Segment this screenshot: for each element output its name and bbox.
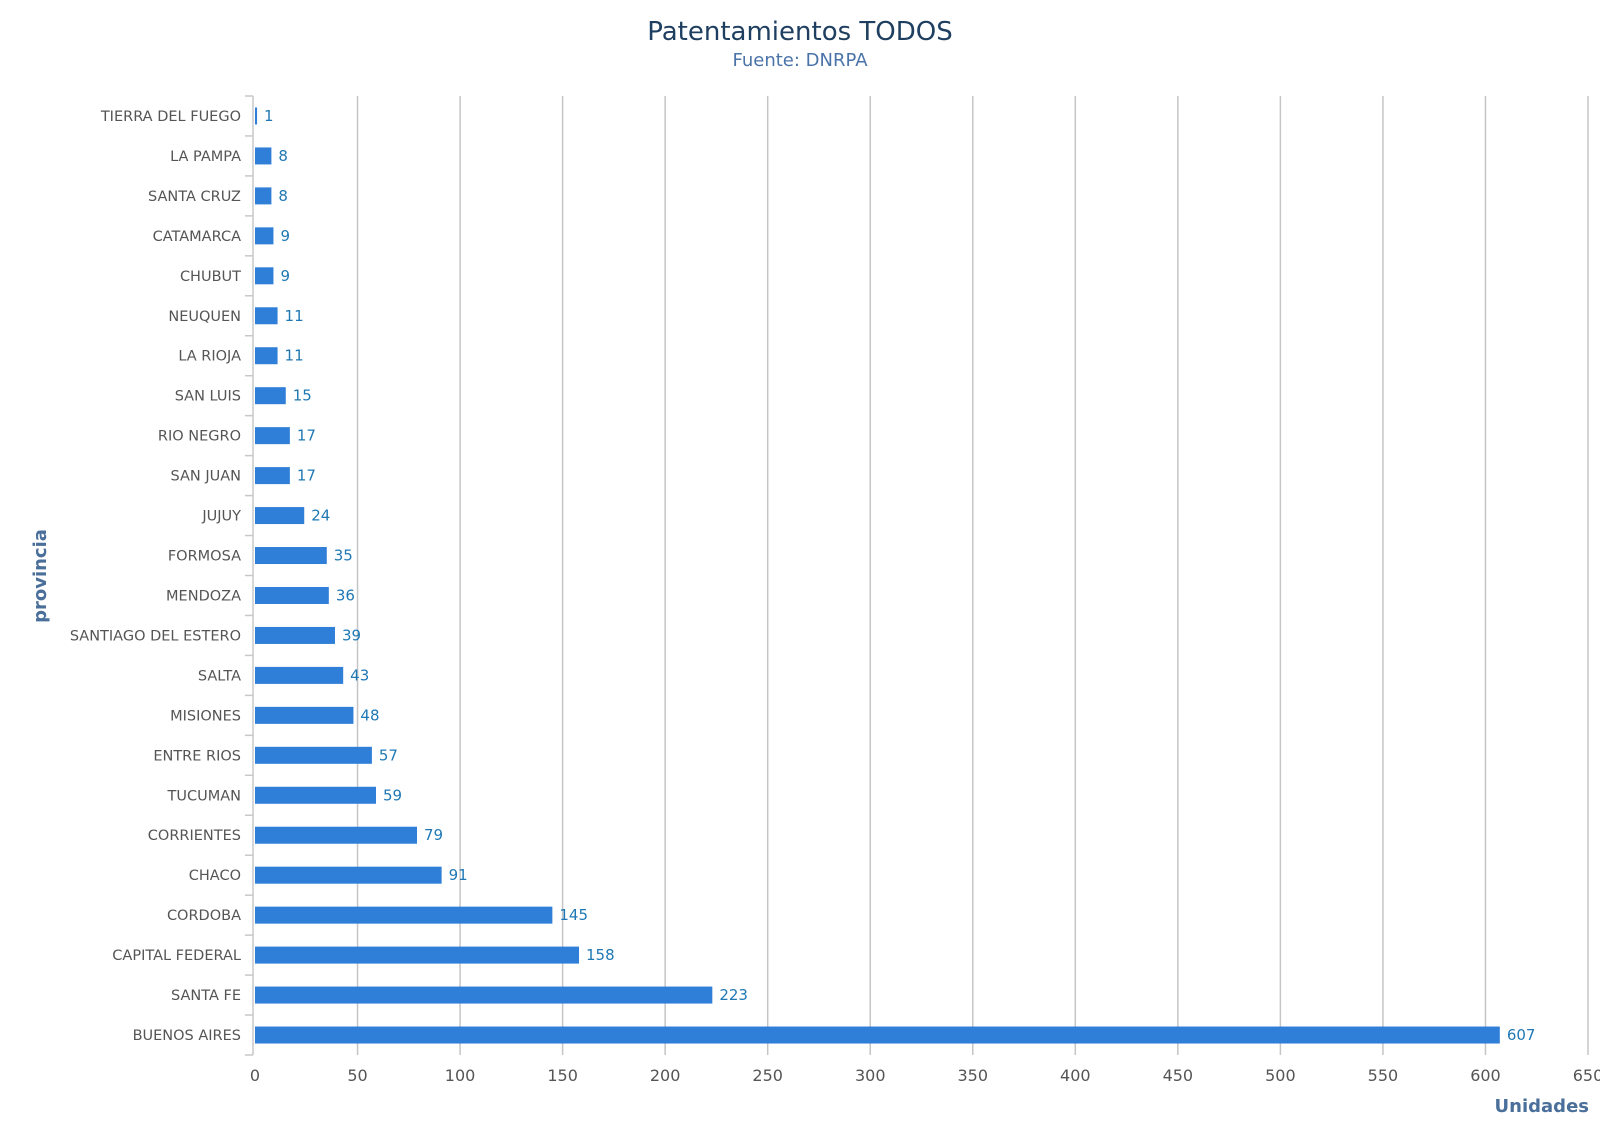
bar — [255, 826, 418, 844]
x-tick-label: 200 — [650, 1066, 681, 1085]
data-label: 59 — [383, 786, 402, 804]
x-tick-label: 550 — [1368, 1066, 1399, 1085]
category-label: NEUQUEN — [168, 309, 241, 325]
bar — [255, 626, 335, 644]
x-tick-label: 400 — [1060, 1066, 1091, 1085]
x-tick-label: 0 — [250, 1066, 260, 1085]
x-tick-label: 450 — [1163, 1066, 1194, 1085]
data-labels: 1 8 8 9 9 11 11 15 17 17 24 35 36 39 43 48 57 59 79 91 145 15… — [264, 107, 1535, 1044]
bar — [255, 946, 580, 964]
bar — [255, 666, 344, 684]
data-label: 11 — [285, 347, 304, 365]
category-label: CORDOBA — [167, 908, 241, 924]
data-label: 39 — [342, 626, 361, 644]
category-label: CHUBUT — [180, 269, 241, 285]
data-label: 11 — [285, 307, 304, 325]
category-label: CATAMARCA — [153, 229, 241, 245]
x-tick-label: 50 — [347, 1066, 367, 1085]
category-label: FORMOSA — [168, 549, 241, 565]
data-label: 9 — [280, 227, 290, 245]
x-axis-title: Unidades — [1495, 1096, 1589, 1117]
bar — [255, 147, 272, 165]
bar — [255, 547, 327, 565]
data-label: 43 — [350, 666, 369, 684]
x-tick-label: 100 — [445, 1066, 476, 1085]
bar — [255, 467, 290, 485]
bars — [255, 107, 1500, 1044]
data-label: 145 — [559, 906, 588, 924]
data-label: 15 — [293, 387, 312, 405]
data-label: 24 — [311, 507, 330, 525]
bar — [255, 746, 372, 764]
bar — [255, 706, 354, 724]
bar — [255, 227, 274, 245]
data-label: 79 — [424, 826, 443, 844]
chart-title: Patentamientos TODOS — [647, 17, 953, 47]
chart-subtitle: Fuente: DNRPA — [732, 50, 868, 71]
category-label: ENTRE RIOS — [153, 748, 241, 764]
bar — [255, 586, 329, 604]
category-label: BUENOS AIRES — [133, 1028, 241, 1044]
y-axis-title: provincia — [30, 529, 51, 623]
bar — [255, 107, 258, 125]
bar — [255, 307, 278, 325]
category-label: CHACO — [189, 868, 241, 884]
bar — [255, 427, 290, 445]
category-label: TUCUMAN — [167, 788, 241, 804]
category-label: SAN LUIS — [175, 389, 241, 405]
bar — [255, 507, 305, 525]
category-label: CAPITAL FEDERAL — [112, 948, 241, 964]
data-label: 35 — [334, 547, 353, 565]
category-labels: TIERRA DEL FUEGO LA PAMPA SANTA CRUZ CATAMA… — [70, 109, 241, 1044]
data-label: 91 — [449, 866, 468, 884]
category-label: LA PAMPA — [170, 149, 241, 165]
data-label: 1 — [264, 107, 274, 125]
category-label: SANTA FE — [171, 988, 241, 1004]
x-tick-label: 300 — [855, 1066, 886, 1085]
x-tick-label: 250 — [752, 1066, 783, 1085]
data-label: 8 — [278, 147, 288, 165]
x-tick-label: 650 — [1573, 1066, 1600, 1085]
x-axis-ticks: 0 50 100 150 200 250 300 350 400 450 500 550 600 650 — [250, 1066, 1600, 1085]
data-label: 607 — [1507, 1026, 1536, 1044]
category-label: SANTA CRUZ — [148, 189, 241, 205]
data-label: 17 — [297, 467, 316, 485]
category-label: MISIONES — [170, 708, 241, 724]
data-label: 57 — [379, 746, 398, 764]
bar — [255, 906, 553, 924]
x-tick-label: 500 — [1265, 1066, 1296, 1085]
grid-lines — [245, 95, 1589, 1056]
bar — [255, 267, 274, 285]
bar — [255, 187, 272, 205]
bar — [255, 347, 278, 365]
category-label: RIO NEGRO — [158, 429, 241, 445]
data-label: 17 — [297, 427, 316, 445]
data-label: 48 — [360, 706, 379, 724]
category-label: MENDOZA — [166, 588, 241, 604]
category-label: CORRIENTES — [148, 828, 241, 844]
category-label: JUJUY — [201, 509, 241, 525]
category-label: TIERRA DEL FUEGO — [100, 109, 241, 125]
category-label: LA RIOJA — [178, 349, 241, 365]
category-label: SALTA — [198, 668, 241, 684]
x-tick-label: 150 — [547, 1066, 578, 1085]
bar — [255, 986, 713, 1004]
x-tick-label: 600 — [1470, 1066, 1501, 1085]
bar — [255, 866, 442, 884]
category-label: SAN JUAN — [170, 469, 241, 485]
data-label: 9 — [280, 267, 290, 285]
data-label: 36 — [336, 586, 355, 604]
bar — [255, 1026, 1500, 1044]
data-label: 8 — [278, 187, 288, 205]
bar — [255, 786, 376, 804]
category-label: SANTIAGO DEL ESTERO — [70, 628, 241, 644]
data-label: 158 — [586, 946, 615, 964]
bar — [255, 387, 286, 405]
data-label: 223 — [719, 986, 748, 1004]
x-tick-label: 350 — [957, 1066, 988, 1085]
